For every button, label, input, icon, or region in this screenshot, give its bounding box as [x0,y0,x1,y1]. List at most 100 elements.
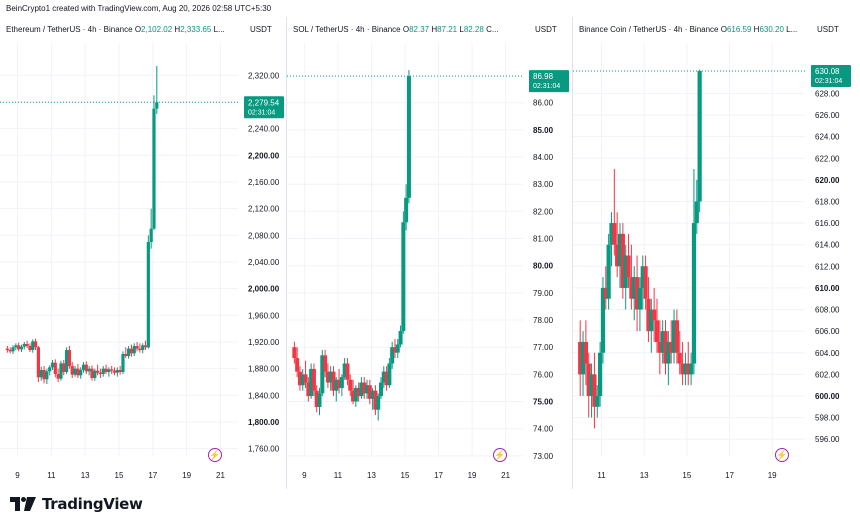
candle-body [90,368,94,378]
candle [306,377,311,402]
candle-body [110,369,114,371]
candle [697,69,702,213]
y-tick-label: 2,320.00 [248,71,280,80]
y-tick-label: 628.00 [815,89,840,98]
candle [121,351,125,374]
candle [378,377,383,399]
candle-body [325,371,330,383]
candle-body [652,309,657,321]
candle [317,387,322,416]
y-tick-label: 604.00 [815,349,840,358]
price-chart-svg[interactable]: 628.00 626.00 624.00 622.00 620.00 618.00 616.… [573,17,860,489]
lightning-icon[interactable]: ⚡ [775,448,789,462]
candle [79,367,83,379]
candle-body [637,287,643,310]
y-tick-label: 76.00 [533,370,554,379]
y-tick-label: 2,120.00 [248,205,280,214]
candle-body [331,371,336,391]
candle-body [384,371,389,386]
candle-body [334,379,339,391]
bnb-chart-panel[interactable]: Binance Coin / TetherUS · 4h · Binance O… [573,17,860,489]
y-tick-label: 624.00 [815,133,840,142]
candle-body [45,371,49,380]
candle [295,347,300,378]
candle [387,358,392,388]
currency-unit-label: USDT [817,25,839,34]
candle-body [303,374,308,383]
candle [612,169,617,256]
candle [67,346,72,369]
y-tick-label: 600.00 [815,392,840,401]
ohlc-key: H [431,25,438,34]
y-tick-label: 73.00 [533,452,554,461]
price-chart-svg[interactable]: 2,320.002,280.002,240.002,200.002,160.00… [0,17,286,489]
candle-body [592,374,597,407]
eth-chart-panel[interactable]: Ethereum / TetherUS · 4h · Binance O2,10… [0,17,286,489]
candle [143,340,148,350]
last-price-tag: 2,279.54 02:31:04 [244,96,284,119]
y-tick-label: 620.00 [815,176,840,185]
y-tick-label: 1,880.00 [248,365,280,374]
ohlc-value: 87.21 [437,25,460,34]
ohlc-value: 616.59 [726,25,754,34]
candle-body [135,346,139,349]
candle-body [320,355,325,394]
candle [652,287,657,342]
candle-body [381,371,386,383]
ohlc-key: C [486,25,492,34]
candle-body [626,255,631,278]
x-tick-label: 15 [401,471,410,480]
candle-body [146,242,150,348]
candle [342,358,347,380]
candle [384,366,389,391]
candle [643,255,648,310]
tradingview-logo[interactable]: TradingView [10,495,143,513]
lightning-icon[interactable]: ⚡ [208,448,222,462]
candle [42,366,46,384]
y-tick-label: 2,000.00 [248,285,280,294]
lightning-icon[interactable]: ⚡ [493,448,507,462]
candle [59,360,63,381]
candle-body [395,344,400,353]
candle [404,184,409,231]
candle [356,382,361,402]
candle-body [295,358,300,372]
candle [25,340,29,348]
candle [129,344,134,357]
candle [663,320,668,375]
candle-body [378,382,383,397]
candle [33,338,38,350]
candle-body [141,345,145,350]
candle-body [121,354,125,372]
candle [17,342,21,352]
candle-body [292,347,297,359]
sol-chart-panel[interactable]: SOL / TetherUS · 4h · Binance O82.37 H87… [287,17,572,489]
y-tick-label: 2,080.00 [248,231,280,240]
candle-body [398,330,403,345]
ohlc-value: 2,333.65 [180,25,214,34]
candle-body [129,348,134,354]
panel-divider [572,17,573,489]
candle-body [22,344,26,347]
candle [359,377,364,399]
candle-body [632,277,637,299]
candle [629,244,634,310]
y-tick-label: 1,840.00 [248,391,280,400]
candle [146,235,150,349]
candle [376,393,381,421]
candle-body [107,369,111,372]
countdown-timer: 02:31:04 [248,109,275,116]
candle [135,342,139,352]
y-tick-label: 2,040.00 [248,258,280,267]
candle-body [127,348,131,356]
candle-body [348,379,353,391]
candle-body [339,377,344,388]
candle-body [323,355,328,372]
candle-body [691,223,697,364]
price-chart-svg[interactable]: 86.00 85.00 84.00 83.00 82.00 81.00 80.00 79.00… [287,17,572,489]
y-tick-label: 610.00 [815,284,840,293]
y-tick-label: 602.00 [815,370,840,379]
candle-body [697,70,702,202]
y-tick-label: 622.00 [815,154,840,163]
candle [392,339,397,359]
